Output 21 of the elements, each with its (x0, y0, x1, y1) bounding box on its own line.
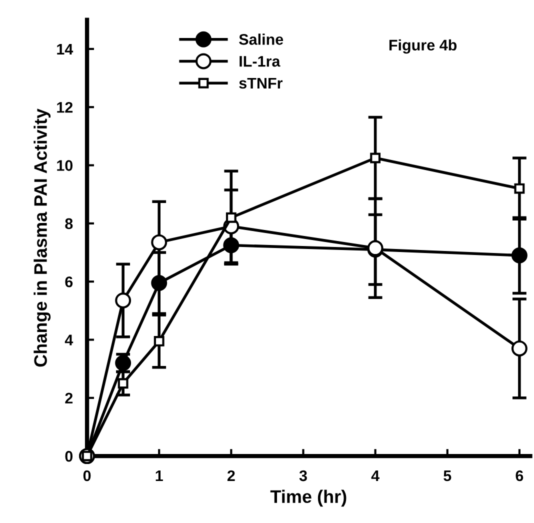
y-tick-label: 8 (65, 218, 73, 230)
y-tick-label: 6 (65, 276, 73, 288)
y-tick-label: 0 (65, 450, 73, 462)
x-tick-label: 4 (371, 470, 380, 482)
y-tick-label: 14 (57, 44, 74, 54)
y-axis-title: Change in Plasma PAI Activity (34, 108, 51, 367)
x-tick-label: 5 (444, 470, 452, 482)
x-axis-title: Time (hr) (270, 490, 346, 507)
x-tick-label: 1 (156, 470, 163, 482)
annotation: Figure 4b (389, 39, 457, 54)
y-tick-label: 2 (65, 392, 73, 404)
legend-label: IL-1ra (240, 56, 280, 67)
x-tick-label: 0 (83, 470, 91, 482)
y-tick-label: 12 (57, 102, 73, 113)
legend-label: Saline (239, 34, 284, 45)
y-tick-label: 10 (57, 160, 73, 171)
x-tick-label: 6 (516, 470, 524, 482)
x-tick-label: 3 (299, 470, 307, 482)
x-tick-label: 2 (227, 470, 235, 482)
y-tick-label: 4 (64, 334, 74, 346)
legend-label: sTNFr (239, 78, 283, 89)
